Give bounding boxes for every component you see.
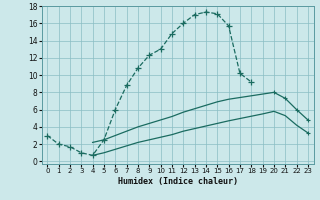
X-axis label: Humidex (Indice chaleur): Humidex (Indice chaleur) xyxy=(118,177,237,186)
